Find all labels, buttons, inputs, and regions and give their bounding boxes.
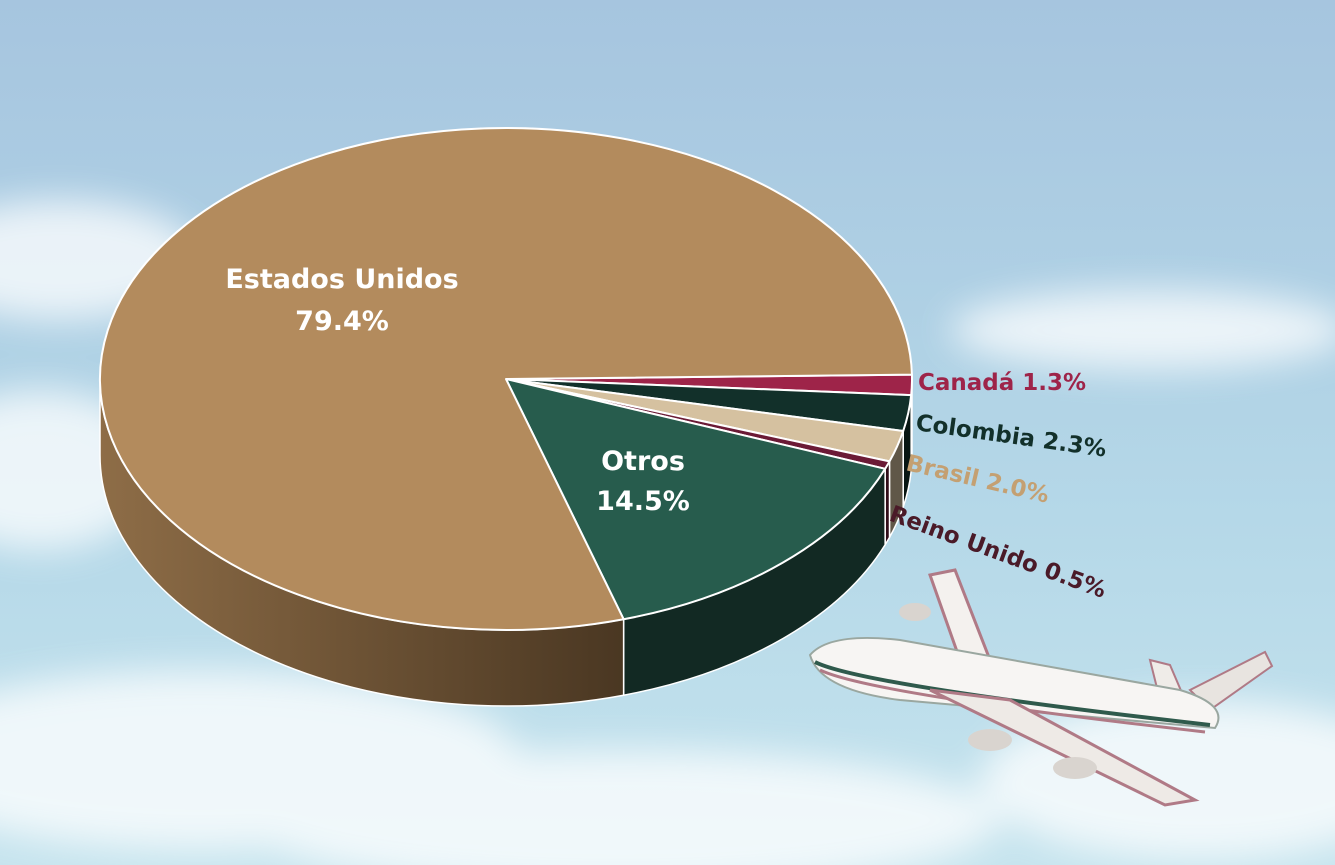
slice-label: Otros xyxy=(601,446,685,477)
slice-label: Estados Unidos xyxy=(225,264,458,295)
pie xyxy=(99,127,913,707)
airplane xyxy=(808,568,1274,807)
category-label: Canadá xyxy=(918,370,1014,396)
value-label: 1.3% xyxy=(1022,370,1086,396)
slice-label: Canadá 1.3% xyxy=(918,370,1086,396)
pie-slice xyxy=(99,127,913,631)
slice-value-label: 79.4% xyxy=(295,306,389,337)
slice-value-label: 14.5% xyxy=(596,486,690,517)
pie-slice xyxy=(505,378,887,621)
